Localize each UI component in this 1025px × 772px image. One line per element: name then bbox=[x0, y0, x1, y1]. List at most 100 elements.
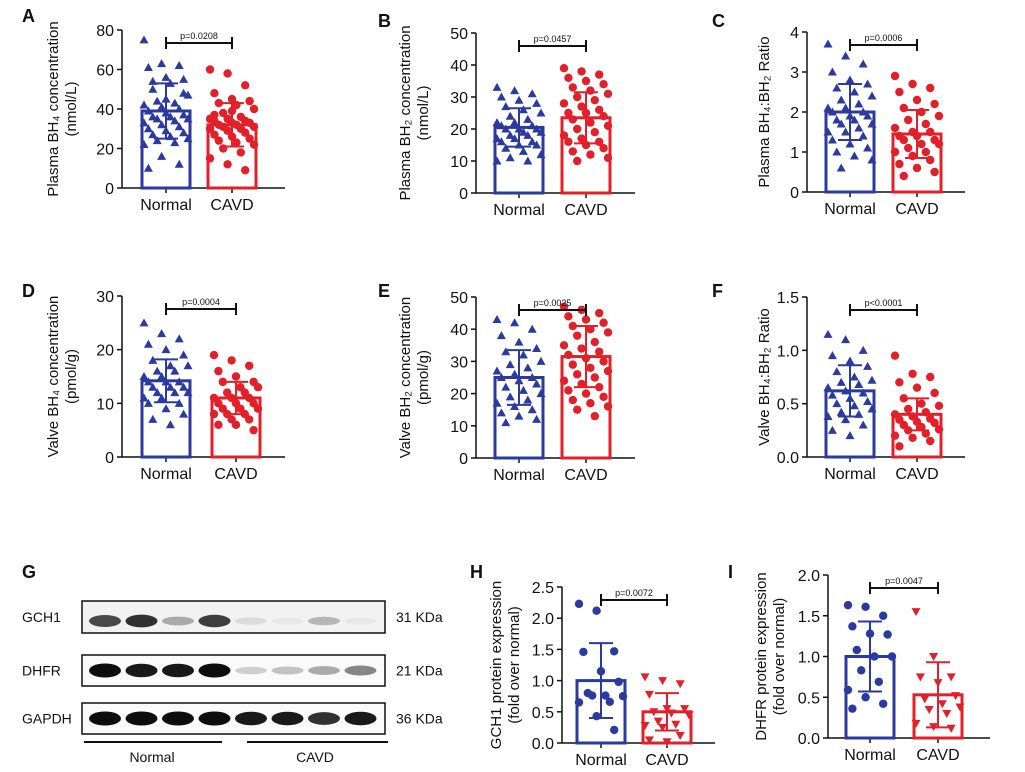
data-point bbox=[139, 140, 149, 149]
data-point bbox=[895, 378, 904, 387]
blot-band bbox=[308, 616, 340, 626]
y-axis-label-line: (fold over normal) bbox=[506, 606, 523, 724]
data-point bbox=[236, 148, 245, 157]
p-value: p<0.0001 bbox=[865, 298, 903, 308]
data-point bbox=[640, 722, 650, 731]
data-point bbox=[227, 356, 236, 365]
data-point bbox=[858, 59, 868, 68]
data-point bbox=[827, 351, 837, 360]
data-point bbox=[823, 127, 833, 136]
data-point bbox=[912, 163, 922, 173]
data-point bbox=[921, 429, 930, 438]
y-axis-label-line: (nmol/L) bbox=[63, 81, 80, 136]
data-point bbox=[174, 122, 184, 131]
y-axis-label: Plasma BH₄:BH₂ Ratio bbox=[756, 36, 773, 187]
data-point bbox=[911, 608, 921, 617]
data-point bbox=[205, 154, 215, 163]
data-point bbox=[492, 134, 502, 143]
data-point bbox=[921, 147, 930, 157]
data-point bbox=[930, 388, 939, 398]
data-point bbox=[904, 115, 913, 125]
data-point bbox=[870, 652, 879, 661]
data-point bbox=[863, 397, 873, 406]
data-point bbox=[568, 83, 577, 92]
data-point bbox=[161, 345, 171, 354]
panel-letter: H bbox=[470, 562, 483, 582]
data-point bbox=[179, 350, 189, 359]
x-tick-label: Normal bbox=[824, 201, 876, 218]
data-point bbox=[249, 104, 259, 114]
data-point bbox=[827, 135, 837, 144]
y-tick-label: 10 bbox=[450, 419, 468, 436]
data-point bbox=[586, 150, 595, 159]
data-point bbox=[836, 407, 846, 416]
y-tick-label: 0 bbox=[459, 451, 468, 468]
data-point bbox=[223, 69, 232, 78]
x-tick-label: Normal bbox=[824, 466, 876, 483]
data-point bbox=[590, 128, 599, 137]
data-point bbox=[827, 425, 837, 434]
data-point bbox=[895, 87, 904, 97]
data-point bbox=[564, 350, 573, 360]
y-tick-label: 1.5 bbox=[532, 642, 554, 659]
data-point bbox=[496, 408, 506, 417]
data-point bbox=[610, 725, 619, 735]
data-point bbox=[139, 35, 149, 44]
blot-band bbox=[198, 663, 231, 678]
data-point bbox=[148, 382, 158, 391]
data-point bbox=[574, 698, 584, 707]
panel-a: A Plasma BH₄ concentration (nmol/L) 0 20 40 60… bbox=[22, 6, 285, 214]
data-point bbox=[501, 382, 511, 391]
data-point bbox=[867, 155, 877, 164]
data-point bbox=[218, 377, 227, 387]
data-point bbox=[930, 418, 939, 428]
y-tick-label: 40 bbox=[450, 322, 468, 339]
data-point bbox=[920, 695, 930, 704]
data-point bbox=[152, 136, 162, 145]
data-point bbox=[249, 425, 258, 435]
y-tick-label: 1 bbox=[790, 145, 799, 162]
data-point bbox=[148, 130, 158, 139]
data-point bbox=[912, 383, 922, 392]
data-point bbox=[603, 366, 613, 376]
data-point bbox=[139, 118, 149, 127]
panel-letter: F bbox=[712, 281, 723, 301]
y-axis-label-line: (pmol/g) bbox=[63, 349, 80, 404]
data-point bbox=[577, 379, 586, 389]
data-point bbox=[588, 691, 597, 700]
data-point bbox=[848, 704, 857, 713]
data-point bbox=[586, 118, 595, 127]
y-tick-label: 1.0 bbox=[798, 650, 820, 667]
data-point bbox=[867, 119, 877, 128]
data-point bbox=[564, 73, 573, 83]
data-point bbox=[157, 151, 167, 160]
data-point bbox=[895, 442, 904, 451]
p-value: p=0.0025 bbox=[534, 298, 572, 308]
y-axis-label: Valve BH₂ concentration (pmol/g) bbox=[397, 297, 432, 458]
data-point bbox=[143, 377, 153, 386]
data-point bbox=[505, 392, 515, 401]
data-point bbox=[152, 388, 162, 397]
data-point bbox=[174, 61, 184, 70]
data-point bbox=[492, 398, 502, 407]
data-point bbox=[937, 700, 947, 709]
data-point bbox=[890, 431, 900, 440]
data-point bbox=[510, 118, 520, 127]
data-point bbox=[863, 361, 873, 370]
data-point bbox=[496, 121, 506, 130]
data-point bbox=[603, 328, 613, 337]
data-point bbox=[849, 115, 859, 124]
data-point bbox=[523, 363, 533, 372]
molecular-weight-label: 21 KDa bbox=[396, 663, 443, 679]
y-axis-label-line: Plasma BH₄:BH₂ Ratio bbox=[756, 36, 773, 187]
data-point bbox=[823, 329, 833, 338]
data-point bbox=[564, 386, 573, 395]
blot-band bbox=[125, 614, 158, 628]
data-point bbox=[841, 103, 851, 112]
data-point bbox=[890, 351, 900, 360]
data-point bbox=[863, 111, 873, 120]
y-axis-label: Plasma BH₄ concentration (nmol/L) bbox=[45, 21, 80, 196]
data-point bbox=[924, 705, 934, 714]
data-point bbox=[532, 140, 542, 149]
y-axis-label-line: (pmol/g) bbox=[415, 350, 432, 405]
